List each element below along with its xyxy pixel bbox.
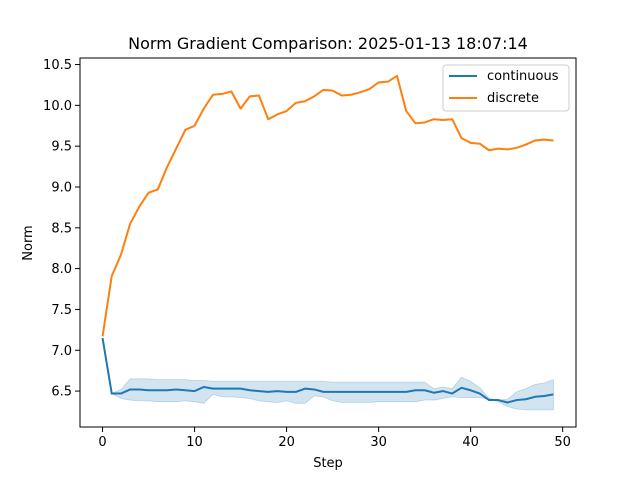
x-axis-ticks: 0 10 20 30 40 50 [98, 427, 571, 450]
series-lines-layer [101, 74, 554, 404]
series-line-discrete [101, 74, 554, 337]
x-tick-label: 10 [186, 435, 203, 450]
y-tick-label: 8.0 [51, 262, 72, 277]
y-tick-label: 7.0 [51, 344, 72, 359]
x-tick-label: 20 [278, 435, 295, 450]
y-tick-label: 6.5 [51, 385, 72, 400]
confidence-band-layer [102, 337, 554, 411]
confidence-band-continuous [102, 337, 554, 411]
legend-label-continuous: continuous [487, 69, 559, 84]
legend-label-discrete: discrete [487, 91, 539, 106]
y-tick-label: 7.5 [51, 303, 72, 318]
y-tick-label: 10.5 [43, 58, 72, 73]
series-line-continuous [101, 337, 554, 404]
y-tick-label: 9.0 [51, 180, 72, 195]
x-tick-label: 50 [554, 435, 571, 450]
x-tick-label: 40 [462, 435, 479, 450]
x-tick-label: 30 [370, 435, 387, 450]
x-axis-label: Step [313, 456, 343, 471]
y-axis-label: Norm [21, 225, 36, 260]
legend: continuous discrete [442, 64, 570, 112]
y-tick-label: 8.5 [51, 221, 72, 236]
y-axis-ticks: 6.5 7.0 7.5 8.0 8.5 9.0 9.5 10.0 10.5 [43, 58, 80, 400]
y-tick-label: 9.5 [51, 140, 72, 155]
y-tick-label: 10.0 [43, 99, 72, 114]
plot-frame [79, 57, 577, 428]
x-tick-label: 0 [98, 435, 106, 450]
chart-title: Norm Gradient Comparison: 2025-01-13 18:… [128, 34, 528, 53]
